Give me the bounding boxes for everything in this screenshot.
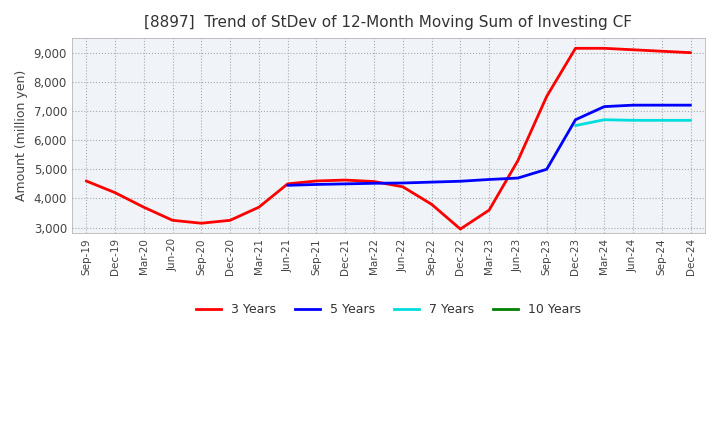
3 Years	[513, 158, 522, 163]
5 Years	[513, 176, 522, 181]
Line: 7 Years: 7 Years	[575, 120, 690, 125]
3 Years	[398, 184, 407, 190]
7 Years	[686, 117, 695, 123]
3 Years	[571, 46, 580, 51]
Line: 3 Years: 3 Years	[86, 48, 690, 229]
5 Years	[542, 167, 551, 172]
5 Years	[284, 183, 292, 188]
3 Years	[456, 227, 464, 232]
Title: [8897]  Trend of StDev of 12-Month Moving Sum of Investing CF: [8897] Trend of StDev of 12-Month Moving…	[145, 15, 632, 30]
3 Years	[657, 48, 666, 54]
7 Years	[600, 117, 608, 122]
3 Years	[82, 178, 91, 183]
3 Years	[341, 177, 349, 183]
7 Years	[571, 123, 580, 128]
Legend: 3 Years, 5 Years, 7 Years, 10 Years: 3 Years, 5 Years, 7 Years, 10 Years	[191, 298, 585, 321]
3 Years	[427, 202, 436, 207]
5 Years	[369, 181, 378, 186]
5 Years	[341, 181, 349, 187]
3 Years	[629, 47, 637, 52]
Y-axis label: Amount (million yen): Amount (million yen)	[15, 70, 28, 202]
5 Years	[456, 179, 464, 184]
7 Years	[657, 117, 666, 123]
3 Years	[284, 181, 292, 187]
5 Years	[485, 177, 493, 182]
3 Years	[542, 94, 551, 99]
5 Years	[600, 104, 608, 109]
3 Years	[600, 46, 608, 51]
3 Years	[312, 178, 321, 183]
3 Years	[140, 205, 148, 210]
5 Years	[312, 182, 321, 187]
3 Years	[485, 208, 493, 213]
5 Years	[629, 103, 637, 108]
5 Years	[427, 180, 436, 185]
3 Years	[686, 50, 695, 55]
7 Years	[629, 117, 637, 123]
3 Years	[369, 179, 378, 184]
Line: 5 Years: 5 Years	[288, 105, 690, 185]
3 Years	[226, 218, 235, 223]
5 Years	[398, 180, 407, 186]
5 Years	[657, 103, 666, 108]
5 Years	[571, 117, 580, 122]
3 Years	[111, 190, 120, 195]
5 Years	[686, 103, 695, 108]
3 Years	[197, 220, 206, 226]
3 Years	[255, 205, 264, 210]
3 Years	[168, 218, 177, 223]
